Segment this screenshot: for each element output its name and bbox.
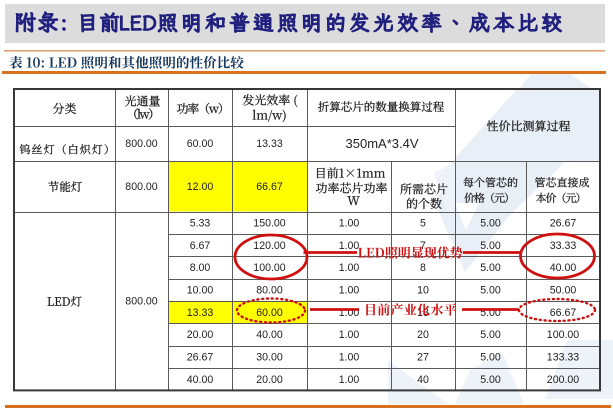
svg-text:60.00: 60.00 [187, 138, 214, 150]
svg-text:5.33: 5.33 [190, 217, 211, 229]
svg-text:150.00: 150.00 [253, 217, 286, 229]
svg-text:100.00: 100.00 [253, 262, 286, 274]
svg-text:1.00: 1.00 [339, 352, 360, 364]
svg-text:5.00: 5.00 [480, 217, 501, 229]
svg-text:6.67: 6.67 [190, 240, 211, 252]
svg-text:13.33: 13.33 [256, 138, 283, 150]
svg-text:5.00: 5.00 [480, 240, 501, 252]
svg-text:30.00: 30.00 [256, 352, 283, 364]
svg-text:1.00: 1.00 [339, 240, 360, 252]
svg-text:5: 5 [420, 217, 426, 229]
svg-text:5.00: 5.00 [480, 285, 501, 297]
svg-text:1.00: 1.00 [339, 374, 360, 386]
svg-text:5.00: 5.00 [480, 329, 501, 341]
svg-text:5.00: 5.00 [480, 374, 501, 386]
svg-text:800.00: 800.00 [125, 138, 158, 150]
svg-text:40.00: 40.00 [187, 374, 214, 386]
svg-text:66.67: 66.67 [550, 307, 577, 319]
svg-text:33.33: 33.33 [550, 240, 577, 252]
svg-text:5.00: 5.00 [480, 352, 501, 364]
svg-text:27: 27 [417, 352, 429, 364]
svg-text:133.33: 133.33 [547, 352, 580, 364]
svg-text:60.00: 60.00 [256, 307, 283, 319]
svg-text:1.00: 1.00 [339, 262, 360, 274]
svg-text:40: 40 [417, 374, 429, 386]
svg-text:5.00: 5.00 [480, 262, 501, 274]
svg-text:1.00: 1.00 [339, 217, 360, 229]
svg-text:800.00: 800.00 [125, 296, 158, 308]
svg-text:800.00: 800.00 [125, 181, 158, 193]
svg-text:10: 10 [417, 285, 429, 297]
svg-text:50.00: 50.00 [550, 285, 577, 297]
svg-text:200.00: 200.00 [547, 374, 580, 386]
svg-text:7: 7 [420, 240, 426, 252]
svg-text:350mA*3.4V: 350mA*3.4V [346, 136, 419, 151]
svg-text:26.67: 26.67 [187, 352, 214, 364]
svg-text:80.00: 80.00 [256, 285, 283, 297]
svg-text:12.00: 12.00 [187, 181, 214, 193]
svg-text:10.00: 10.00 [187, 285, 214, 297]
svg-text:120.00: 120.00 [253, 240, 286, 252]
svg-text:1.00: 1.00 [339, 285, 360, 297]
svg-text:8.00: 8.00 [190, 262, 211, 274]
svg-text:40.00: 40.00 [256, 329, 283, 341]
svg-text:66.67: 66.67 [256, 181, 283, 193]
svg-text:8: 8 [420, 262, 426, 274]
svg-text:13.33: 13.33 [187, 307, 214, 319]
svg-text:20.00: 20.00 [187, 329, 214, 341]
svg-text:20.00: 20.00 [256, 374, 283, 386]
svg-text:20: 20 [417, 329, 429, 341]
svg-text:26.67: 26.67 [550, 217, 577, 229]
svg-text:13: 13 [417, 307, 429, 319]
svg-text:40.00: 40.00 [550, 262, 577, 274]
svg-text:1.00: 1.00 [339, 329, 360, 341]
svg-text:100.00: 100.00 [547, 329, 580, 341]
